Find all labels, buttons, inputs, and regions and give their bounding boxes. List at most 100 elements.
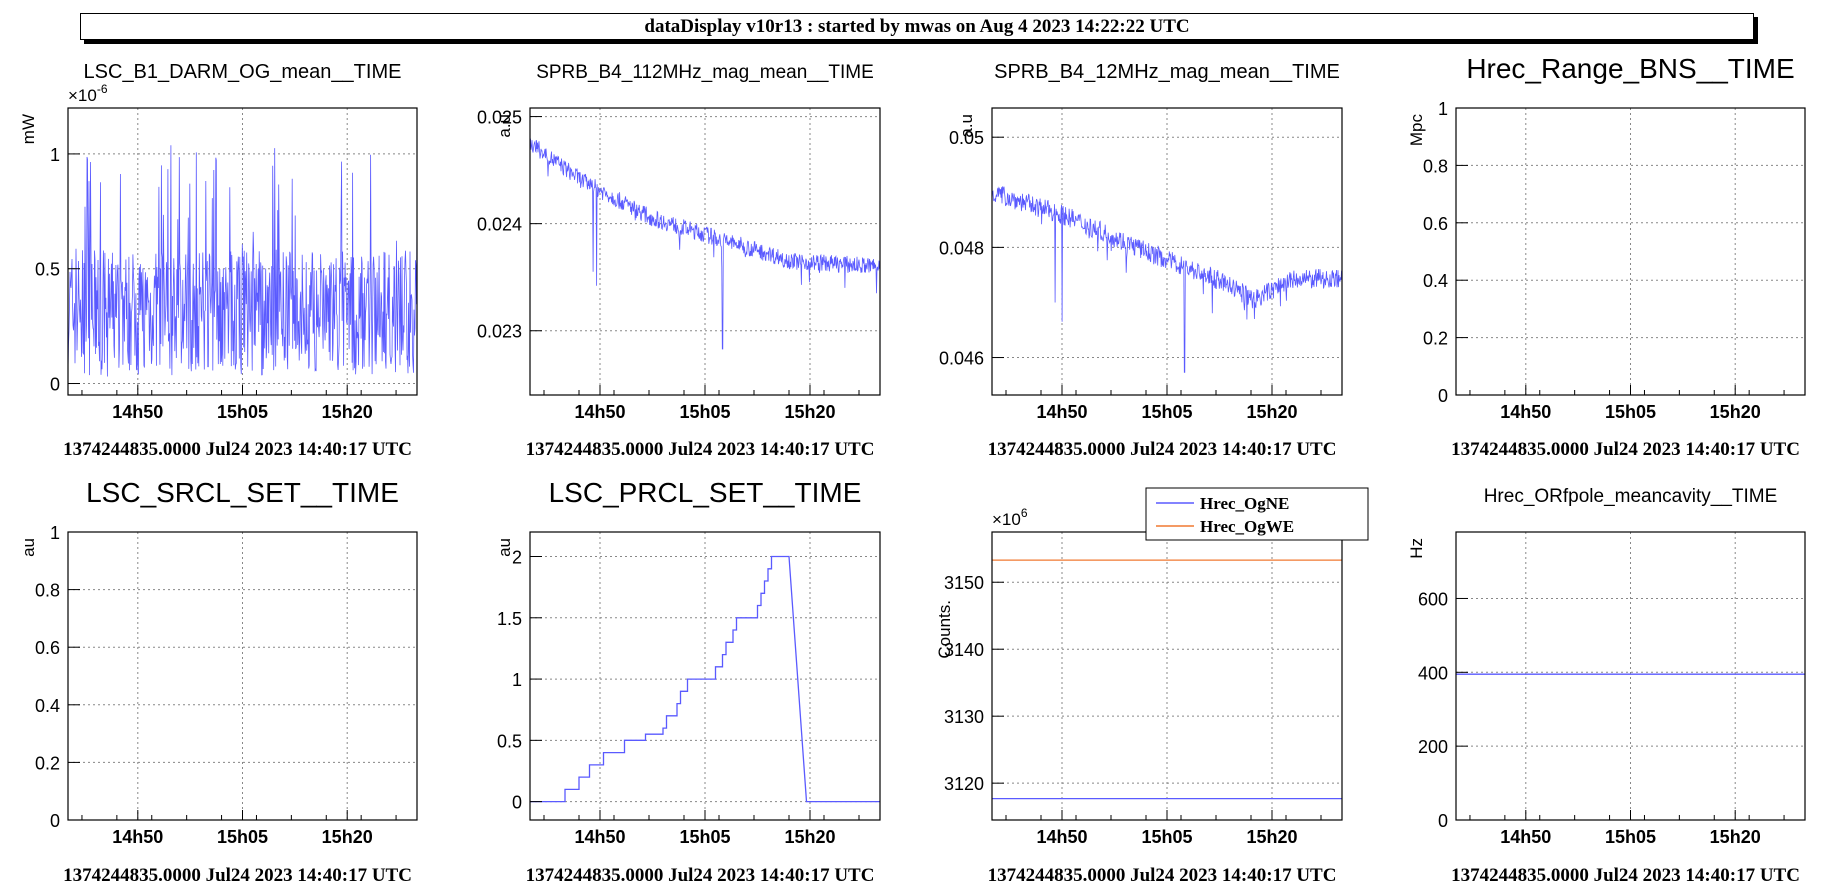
x-tick-label: 15h05 [679, 402, 730, 422]
series-line [529, 138, 881, 350]
y-tick-label: 0 [1438, 386, 1448, 406]
y-tick-label: 0.023 [477, 322, 522, 342]
x-tick-label: 14h50 [574, 402, 625, 422]
x-tick-label: 14h50 [1500, 402, 1551, 422]
y-tick-label: 0 [50, 375, 60, 395]
chart-panel-3: SPRB_B4_12MHz_mag_mean__TIME 0.046 0.048 0.… [939, 61, 1343, 460]
y-tick-label: 0.8 [35, 581, 60, 601]
x-tick-label: 15h05 [679, 827, 730, 847]
plot-frame [529, 107, 881, 396]
y-axis-label: a.u [495, 114, 514, 138]
chart-panel-4: Hrec_Range_BNS__TIME 0 0.2 0.4 0.6 0.8 1 14h50 1… [1407, 53, 1806, 460]
y-tick-label: 0.5 [35, 260, 60, 280]
x-tick-label: 15h05 [1605, 402, 1656, 422]
chart-panel-6: LSC_PRCL_SET__TIME 0 0.5 1 1.5 2 14h50 15h05 15h… [495, 477, 881, 886]
y-tick-label: 3150 [944, 573, 984, 593]
x-axis-title: 1374244835.0000 Jul24 2023 14:40:17 UTC [988, 439, 1337, 460]
y-tick-label: 0.5 [497, 731, 522, 751]
y-tick-label: 0.6 [1423, 214, 1448, 234]
y-tick-label: 2 [512, 548, 522, 568]
y-tick-label: 0.025 [477, 108, 522, 128]
plot-frame [67, 531, 418, 821]
y-tick-label: 1 [50, 145, 60, 165]
y-axis-label: Mpc [1407, 114, 1426, 147]
y-tick-label: 0.6 [35, 638, 60, 658]
chart-title: LSC_SRCL_SET__TIME [86, 477, 399, 508]
x-tick-label: 15h05 [1141, 402, 1192, 422]
x-tick-label: 15h20 [1710, 402, 1761, 422]
x-tick-label: 15h20 [1246, 827, 1297, 847]
y-tick-label: 1.5 [497, 609, 522, 629]
x-tick-label: 15h20 [784, 827, 835, 847]
y-axis-label: au [495, 538, 514, 557]
y-tick-label: 0 [1438, 811, 1448, 831]
x-tick-label: 14h50 [1036, 402, 1087, 422]
y-axis-label: Hz [1407, 538, 1426, 559]
chart-panel-7: 3120 3130 3140 3150 14h50 15h05 15h20 Counts. ×1… [935, 487, 1369, 886]
legend-box [1145, 487, 1369, 541]
x-tick-label: 15h05 [1605, 827, 1656, 847]
x-tick-label: 14h50 [1500, 827, 1551, 847]
chart-panel-2: SPRB_B4_112MHz_mag_mean__TIME 0.023 0.024 0… [477, 62, 881, 460]
legend-label: Hrec_OgNE [1200, 494, 1289, 513]
series-line [67, 145, 418, 377]
y-tick-label: 0.046 [939, 349, 984, 369]
axis-multiplier-exponent: 6 [1021, 506, 1028, 520]
y-tick-label: 200 [1418, 737, 1448, 757]
x-axis-title: 1374244835.0000 Jul24 2023 14:40:17 UTC [526, 865, 875, 886]
x-axis-title: 1374244835.0000 Jul24 2023 14:40:17 UTC [1451, 865, 1800, 886]
chart-title: SPRB_B4_12MHz_mag_mean__TIME [994, 61, 1340, 83]
y-tick-label: 400 [1418, 663, 1448, 683]
legend-label: Hrec_OgWE [1200, 517, 1294, 536]
chart-panel-8: Hrec_ORfpole_meancavity__TIME 0 200 400 600 1… [1407, 486, 1806, 886]
y-axis-label: Counts. [935, 600, 954, 659]
x-tick-label: 15h20 [784, 402, 835, 422]
display-header: dataDisplay v10r13 : started by mwas on … [80, 13, 1754, 40]
y-tick-label: 0 [512, 793, 522, 813]
y-axis-label: au [19, 538, 38, 557]
x-tick-label: 15h05 [217, 827, 268, 847]
plot-frame [1455, 531, 1806, 821]
axis-multiplier: ×10-6 [68, 82, 108, 105]
plot-frame [1455, 107, 1806, 396]
y-tick-label: 3140 [944, 640, 984, 660]
y-tick-label: 0 [50, 811, 60, 831]
y-tick-label: 0.024 [477, 215, 522, 235]
y-tick-label: 0.2 [35, 753, 60, 773]
chart-panel-5: LSC_SRCL_SET__TIME 0 0.2 0.4 0.6 0.8 1 14h50 15h… [19, 477, 418, 886]
chart-title: Hrec_ORfpole_meancavity__TIME [1484, 486, 1778, 507]
y-tick-label: 0.8 [1423, 156, 1448, 176]
y-tick-label: 0.05 [949, 128, 984, 148]
chart-title: SPRB_B4_112MHz_mag_mean__TIME [536, 62, 874, 83]
y-tick-label: 1 [1438, 99, 1448, 119]
chart-title: LSC_PRCL_SET__TIME [549, 477, 862, 508]
axis-multiplier: ×106 [992, 506, 1028, 529]
chart-panel-1: LSC_B1_DARM_OG_mean__TIME 0 0.5 1 14h50 15h05… [19, 61, 418, 460]
y-tick-label: 1 [512, 670, 522, 690]
x-axis-title: 1374244835.0000 Jul24 2023 14:40:17 UTC [63, 439, 412, 460]
x-tick-label: 14h50 [574, 827, 625, 847]
y-tick-label: 1 [50, 523, 60, 543]
x-tick-label: 15h20 [322, 827, 373, 847]
y-tick-label: 0.4 [35, 696, 60, 716]
x-axis-title: 1374244835.0000 Jul24 2023 14:40:17 UTC [63, 865, 412, 886]
y-tick-label: 0.4 [1423, 271, 1448, 291]
x-axis-title: 1374244835.0000 Jul24 2023 14:40:17 UTC [1451, 439, 1800, 460]
chart-title: LSC_B1_DARM_OG_mean__TIME [84, 61, 402, 83]
y-tick-label: 3120 [944, 774, 984, 794]
y-tick-label: 0.048 [939, 238, 984, 258]
plot-frame [991, 531, 1343, 821]
x-axis-title: 1374244835.0000 Jul24 2023 14:40:17 UTC [988, 865, 1337, 886]
x-tick-label: 14h50 [112, 402, 163, 422]
x-tick-label: 15h05 [1141, 827, 1192, 847]
x-tick-label: 14h50 [112, 827, 163, 847]
x-tick-label: 15h20 [1246, 402, 1297, 422]
y-axis-label: mW [19, 114, 38, 144]
display-title: dataDisplay v10r13 : started by mwas on … [644, 15, 1190, 37]
y-tick-label: 600 [1418, 589, 1448, 609]
chart-title: Hrec_Range_BNS__TIME [1466, 53, 1794, 84]
y-axis-label: a.u [957, 114, 976, 138]
legend: Hrec_OgNE Hrec_OgWE [1145, 487, 1369, 541]
y-tick-label: 0.2 [1423, 329, 1448, 349]
